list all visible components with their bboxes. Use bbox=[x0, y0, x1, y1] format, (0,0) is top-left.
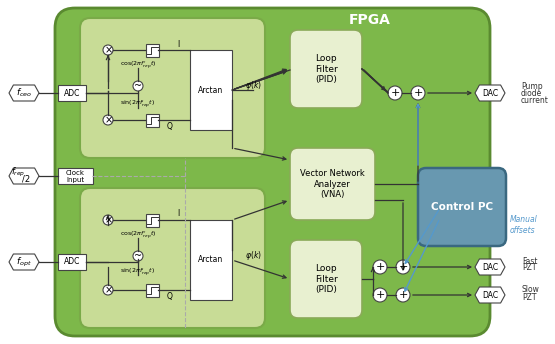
Text: Control PC: Control PC bbox=[431, 202, 493, 212]
FancyBboxPatch shape bbox=[55, 8, 490, 336]
Circle shape bbox=[103, 215, 113, 225]
Text: ADC: ADC bbox=[64, 88, 80, 97]
Text: DAC: DAC bbox=[482, 290, 498, 300]
Text: ~: ~ bbox=[134, 81, 142, 91]
Polygon shape bbox=[475, 259, 505, 275]
Circle shape bbox=[103, 285, 113, 295]
Text: +: + bbox=[398, 262, 408, 272]
Bar bbox=[145, 283, 159, 297]
Polygon shape bbox=[475, 85, 505, 101]
Text: $\times$: $\times$ bbox=[104, 285, 113, 295]
Circle shape bbox=[103, 45, 113, 55]
Text: ~: ~ bbox=[134, 251, 142, 261]
Text: $\sin(2\pi f_{rep}^\prime t)$: $\sin(2\pi f_{rep}^\prime t)$ bbox=[120, 266, 155, 278]
Circle shape bbox=[373, 260, 387, 274]
Text: I: I bbox=[177, 40, 179, 49]
Text: +: + bbox=[375, 262, 385, 272]
Bar bbox=[145, 43, 159, 56]
Text: Arctan: Arctan bbox=[198, 86, 224, 95]
Text: I: I bbox=[177, 209, 179, 218]
Text: +: + bbox=[413, 88, 423, 98]
Text: ADC: ADC bbox=[64, 258, 80, 267]
Text: PZT: PZT bbox=[522, 292, 537, 301]
Text: $f_{rep}$: $f_{rep}$ bbox=[11, 165, 25, 179]
Text: $\times$: $\times$ bbox=[104, 45, 113, 55]
Text: PZT: PZT bbox=[522, 264, 537, 272]
Polygon shape bbox=[9, 168, 39, 184]
Bar bbox=[58, 168, 93, 184]
Text: +: + bbox=[398, 290, 408, 300]
Text: Manual
offsets: Manual offsets bbox=[510, 215, 538, 235]
Circle shape bbox=[133, 81, 143, 91]
Text: DAC: DAC bbox=[482, 262, 498, 271]
Text: Loop
Filter
(PID): Loop Filter (PID) bbox=[315, 264, 337, 294]
Polygon shape bbox=[9, 254, 39, 270]
FancyBboxPatch shape bbox=[290, 148, 375, 220]
Text: Loop
Filter
(PID): Loop Filter (PID) bbox=[315, 54, 337, 84]
Text: +: + bbox=[375, 290, 385, 300]
Text: Clock
Input: Clock Input bbox=[65, 170, 84, 183]
Text: Q: Q bbox=[167, 121, 173, 130]
Text: $f_{ceo}$: $f_{ceo}$ bbox=[16, 87, 32, 99]
Circle shape bbox=[396, 260, 410, 274]
FancyBboxPatch shape bbox=[290, 30, 362, 108]
Text: $\times$: $\times$ bbox=[104, 215, 113, 225]
Bar bbox=[190, 50, 232, 130]
Circle shape bbox=[103, 115, 113, 125]
Bar bbox=[145, 214, 159, 226]
Text: $f_{opt}$: $f_{opt}$ bbox=[16, 256, 32, 269]
Text: /2: /2 bbox=[22, 174, 30, 183]
Text: $\varphi(k)$: $\varphi(k)$ bbox=[245, 249, 261, 262]
Circle shape bbox=[411, 86, 425, 100]
Text: Slow: Slow bbox=[522, 286, 540, 294]
Text: DAC: DAC bbox=[482, 88, 498, 97]
Bar bbox=[58, 85, 86, 101]
Circle shape bbox=[396, 288, 410, 302]
Bar bbox=[190, 220, 232, 300]
Bar bbox=[58, 254, 86, 270]
Text: $\cos(2\pi f_{rep}^\prime t)$: $\cos(2\pi f_{rep}^\prime t)$ bbox=[120, 229, 157, 241]
Text: current: current bbox=[521, 96, 549, 105]
Text: +: + bbox=[390, 88, 400, 98]
FancyBboxPatch shape bbox=[418, 168, 506, 246]
Text: Vector Network
Analyzer
(VNA): Vector Network Analyzer (VNA) bbox=[300, 169, 365, 199]
FancyBboxPatch shape bbox=[80, 188, 265, 328]
Text: $\cos(2\pi f_{rep}^\prime t)$: $\cos(2\pi f_{rep}^\prime t)$ bbox=[120, 59, 157, 71]
Text: $\sin(2\pi f_{rep}^\prime t)$: $\sin(2\pi f_{rep}^\prime t)$ bbox=[120, 98, 155, 110]
Text: Q: Q bbox=[167, 291, 173, 301]
FancyBboxPatch shape bbox=[80, 18, 265, 158]
Text: FPGA: FPGA bbox=[349, 13, 391, 27]
Circle shape bbox=[388, 86, 402, 100]
Bar bbox=[145, 114, 159, 127]
Text: Arctan: Arctan bbox=[198, 256, 224, 265]
Text: diode: diode bbox=[521, 88, 542, 97]
Text: $\times$: $\times$ bbox=[104, 115, 113, 125]
Text: Fast: Fast bbox=[522, 257, 537, 266]
Polygon shape bbox=[475, 287, 505, 303]
FancyBboxPatch shape bbox=[290, 240, 362, 318]
Text: $\varphi(k)$: $\varphi(k)$ bbox=[245, 78, 261, 92]
Circle shape bbox=[373, 288, 387, 302]
Circle shape bbox=[133, 251, 143, 261]
Polygon shape bbox=[9, 85, 39, 101]
Text: Pump: Pump bbox=[521, 82, 543, 90]
